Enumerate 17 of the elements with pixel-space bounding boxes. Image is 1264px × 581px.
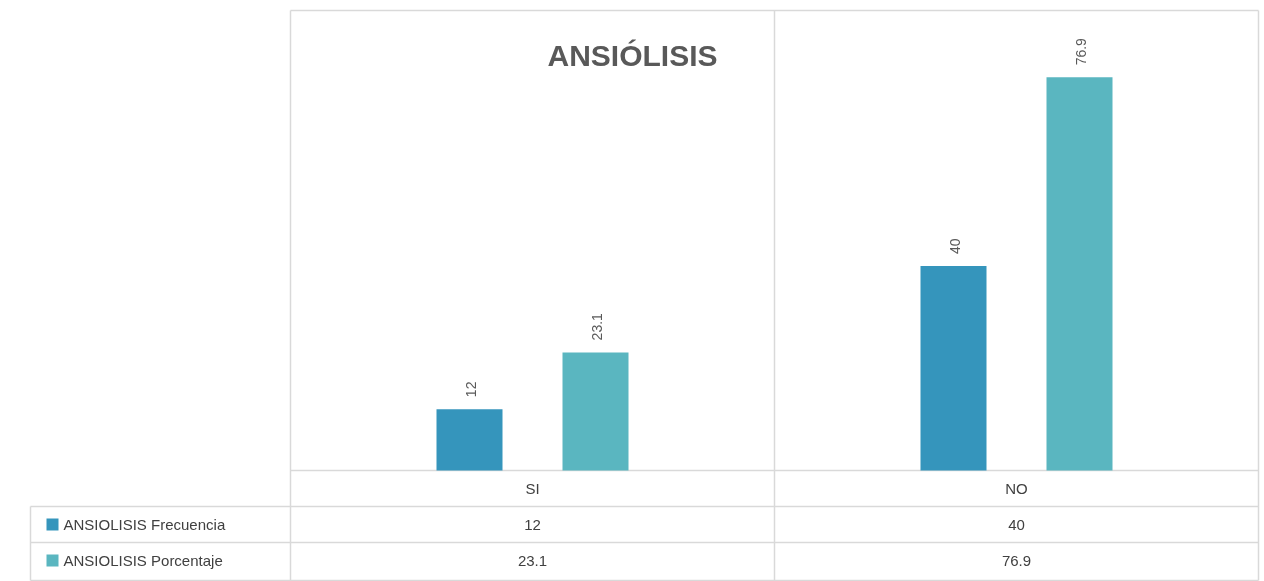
x-tick-label: NO [1005, 480, 1028, 497]
bar [562, 352, 629, 471]
legend-label: ANSIOLISIS Frecuencia [63, 516, 226, 533]
data-label: 12 [524, 515, 541, 533]
text: 12 [462, 381, 479, 398]
data-label: 40 [1008, 515, 1025, 533]
data-label: 23.1 [517, 551, 548, 569]
x-tick-label: SI [525, 480, 540, 497]
legend-label: ANSIOLISIS Porcentaje [63, 552, 223, 569]
data-label: 76.9 [1001, 551, 1032, 569]
text: 23.1 [588, 313, 605, 341]
bar [1046, 77, 1113, 471]
bar [920, 265, 987, 471]
text: 40 [946, 238, 963, 254]
chart-title: ANSIÓLISIS [547, 39, 718, 72]
bar [436, 409, 503, 471]
text: 76.9 [1072, 38, 1089, 66]
